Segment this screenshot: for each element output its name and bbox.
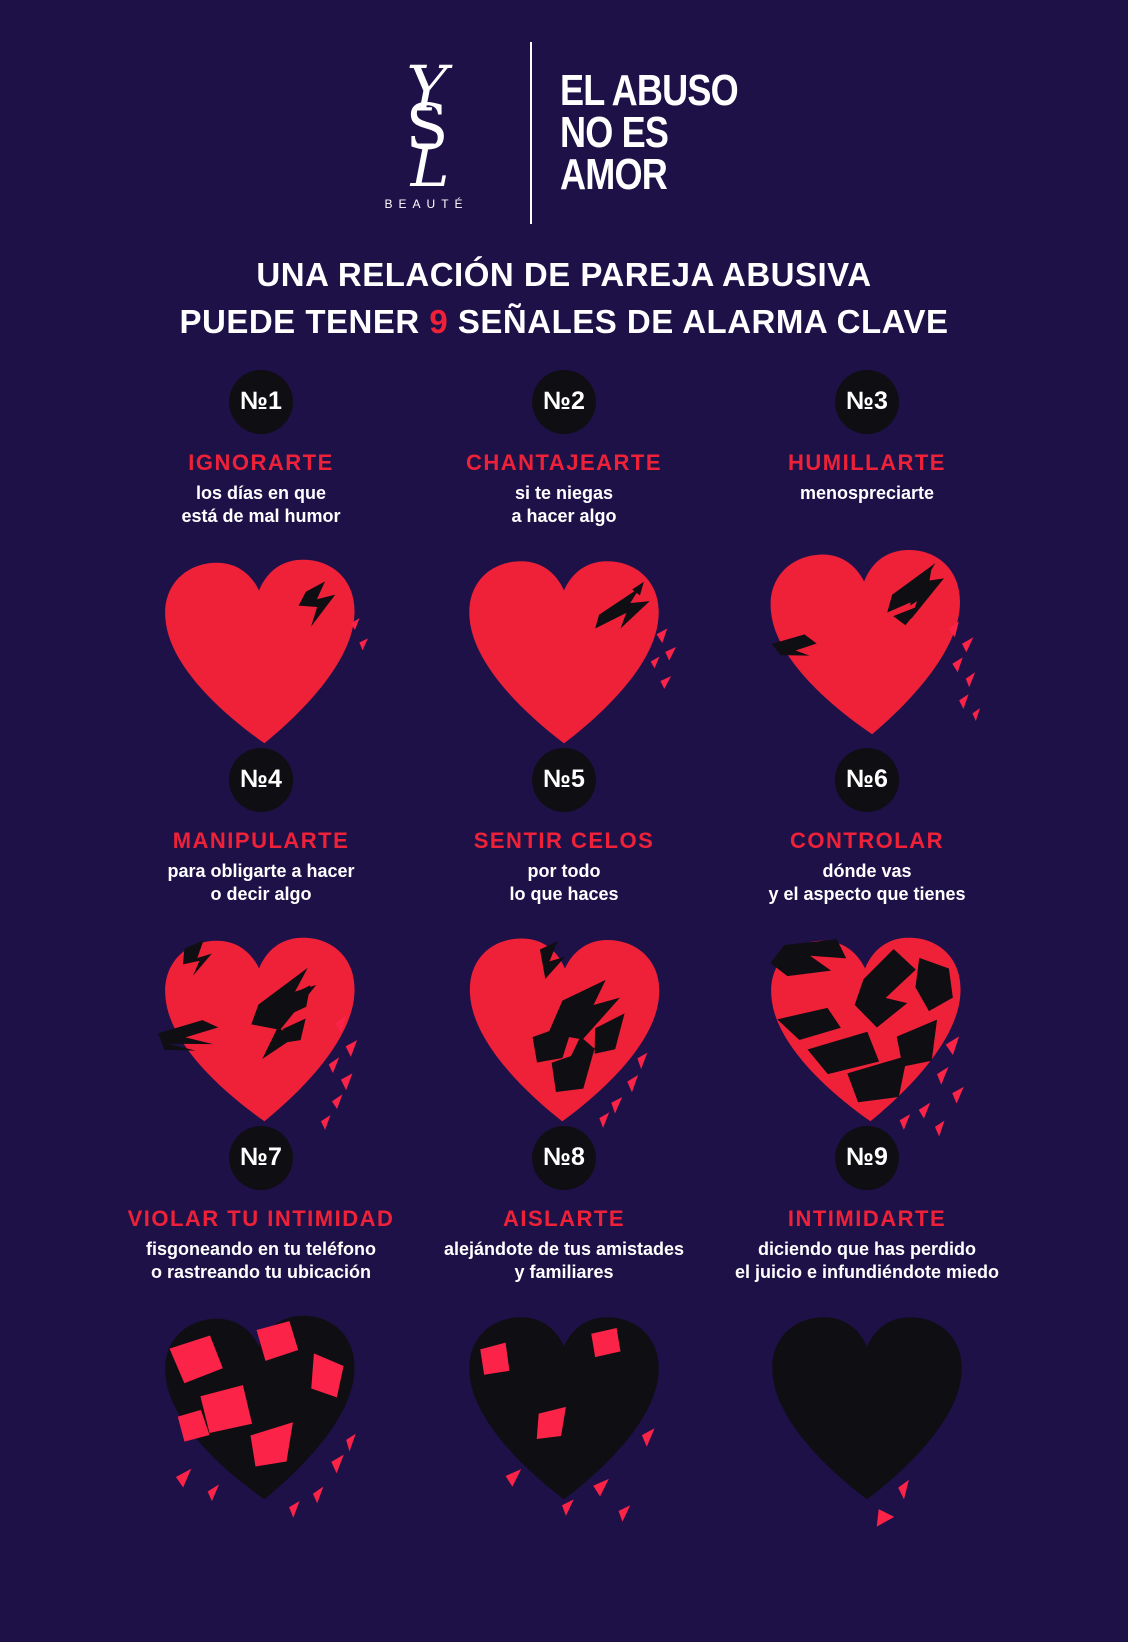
number-badge: №4 <box>229 747 293 812</box>
heart-illustration <box>141 533 381 757</box>
number-badge: №6 <box>835 747 899 812</box>
broken-heart-icon <box>772 1316 962 1527</box>
svg-text:S: S <box>405 91 448 164</box>
signal-heading: MANIPULARTE <box>172 827 350 853</box>
svg-text:Y: Y <box>406 55 453 125</box>
signal-card-9: №9 INTIMIDARTE diciendo que has perdido e… <box>716 1125 1019 1527</box>
page-title: UNA RELACIÓN DE PAREJA ABUSIVA PUEDE TEN… <box>0 252 1128 346</box>
heart-illustration <box>747 524 987 748</box>
signal-heading: HUMILLARTE <box>788 449 946 475</box>
heart-illustration <box>747 1289 987 1527</box>
heart-illustration <box>444 1289 684 1522</box>
brand-label: BEAUTÉ <box>384 197 469 211</box>
broken-heart-icon <box>469 560 676 743</box>
signal-card-8: №8 AISLARTE alejándote de tus amistades y… <box>413 1125 716 1522</box>
signal-heading: SENTIR CELOS <box>473 827 655 853</box>
signal-description: los días en que está de mal humor <box>181 482 341 527</box>
number-badge: №3 <box>835 369 899 434</box>
broken-heart-icon <box>158 937 358 1130</box>
broken-heart-icon <box>469 1316 659 1522</box>
signal-description: diciendo que has perdido el juicio e infu… <box>734 1238 999 1283</box>
heart-illustration <box>444 533 684 757</box>
signal-card-2: №2 CHANTAJEARTE si te niegas a hacer algo <box>413 369 716 748</box>
signal-card-3: №3 HUMILLARTE menospreciarte <box>716 369 1019 748</box>
ysl-beaute-logo: Y S L BEAUTÉ <box>352 55 502 211</box>
number-badge: №5 <box>532 747 596 812</box>
signal-heading: AISLARTE <box>503 1205 625 1231</box>
infographic-poster: { "colors": { "background": "#1e1148", "… <box>0 42 1128 1642</box>
heart-illustration <box>747 911 987 1136</box>
signal-description: menospreciarte <box>799 482 935 503</box>
number-badge: №7 <box>229 1125 293 1190</box>
heart-illustration <box>141 1289 381 1518</box>
campaign-wordmark: EL ABUSO NO ES AMOR <box>559 66 739 199</box>
signals-grid: №1 IGNORARTE los días en que está de mal … <box>0 369 1128 1527</box>
signal-heading: CONTROLAR <box>789 827 945 853</box>
broken-heart-icon <box>165 1315 356 1518</box>
signal-description: si te niegas a hacer algo <box>511 482 617 527</box>
title-line-2: PUEDE TENER 9 SEÑALES DE ALARMA CLAVE <box>179 302 949 340</box>
signal-card-4: №4 MANIPULARTE para obligarte a hacer o d… <box>110 747 413 1130</box>
heart-illustration <box>141 911 381 1135</box>
signal-heading: CHANTAJEARTE <box>465 449 663 475</box>
signal-heading: VIOLAR TU INTIMIDAD <box>127 1205 395 1231</box>
header: Y S L BEAUTÉ EL ABUSO NO ES AMOR <box>0 42 1128 224</box>
signal-description: por todo lo que haces <box>509 860 619 905</box>
broken-heart-icon <box>770 549 981 734</box>
number-badge: №2 <box>532 369 596 434</box>
signal-card-6: №6 CONTROLAR dónde vas y el aspecto que t… <box>716 747 1019 1136</box>
highlighted-number-9: 9 <box>429 302 449 340</box>
signal-heading: IGNORARTE <box>188 449 334 475</box>
number-badge: №8 <box>532 1125 596 1190</box>
signal-card-1: №1 IGNORARTE los días en que está de mal … <box>110 369 413 748</box>
broken-heart-icon <box>165 559 368 743</box>
signal-card-5: №5 SENTIR CELOS por todo lo que haces <box>413 747 716 1128</box>
header-divider <box>529 42 532 224</box>
signal-description: para obligarte a hacer o decir algo <box>167 860 355 905</box>
signal-heading: INTIMIDARTE <box>787 1205 947 1231</box>
signal-description: alejándote de tus amistades y familiares <box>443 1238 685 1283</box>
broken-heart-icon <box>770 937 964 1136</box>
campaign-line: NO ES <box>559 108 669 158</box>
heart-illustration <box>444 911 684 1135</box>
svg-text:L: L <box>409 132 449 191</box>
number-badge: №9 <box>835 1125 899 1190</box>
signal-card-7: №7 VIOLAR TU INTIMIDAD fisgoneando en tu… <box>110 1125 413 1518</box>
signal-description: dónde vas y el aspecto que tienes <box>768 860 966 905</box>
number-badge: №1 <box>229 369 293 434</box>
broken-heart-icon <box>470 938 660 1128</box>
campaign-line: EL ABUSO <box>559 66 739 116</box>
campaign-line: AMOR <box>559 149 668 199</box>
ysl-monogram-icon: Y S L <box>405 55 453 191</box>
title-line-1: UNA RELACIÓN DE PAREJA ABUSIVA <box>256 256 872 293</box>
signal-description: fisgoneando en tu teléfono o rastreando t… <box>146 1238 376 1283</box>
